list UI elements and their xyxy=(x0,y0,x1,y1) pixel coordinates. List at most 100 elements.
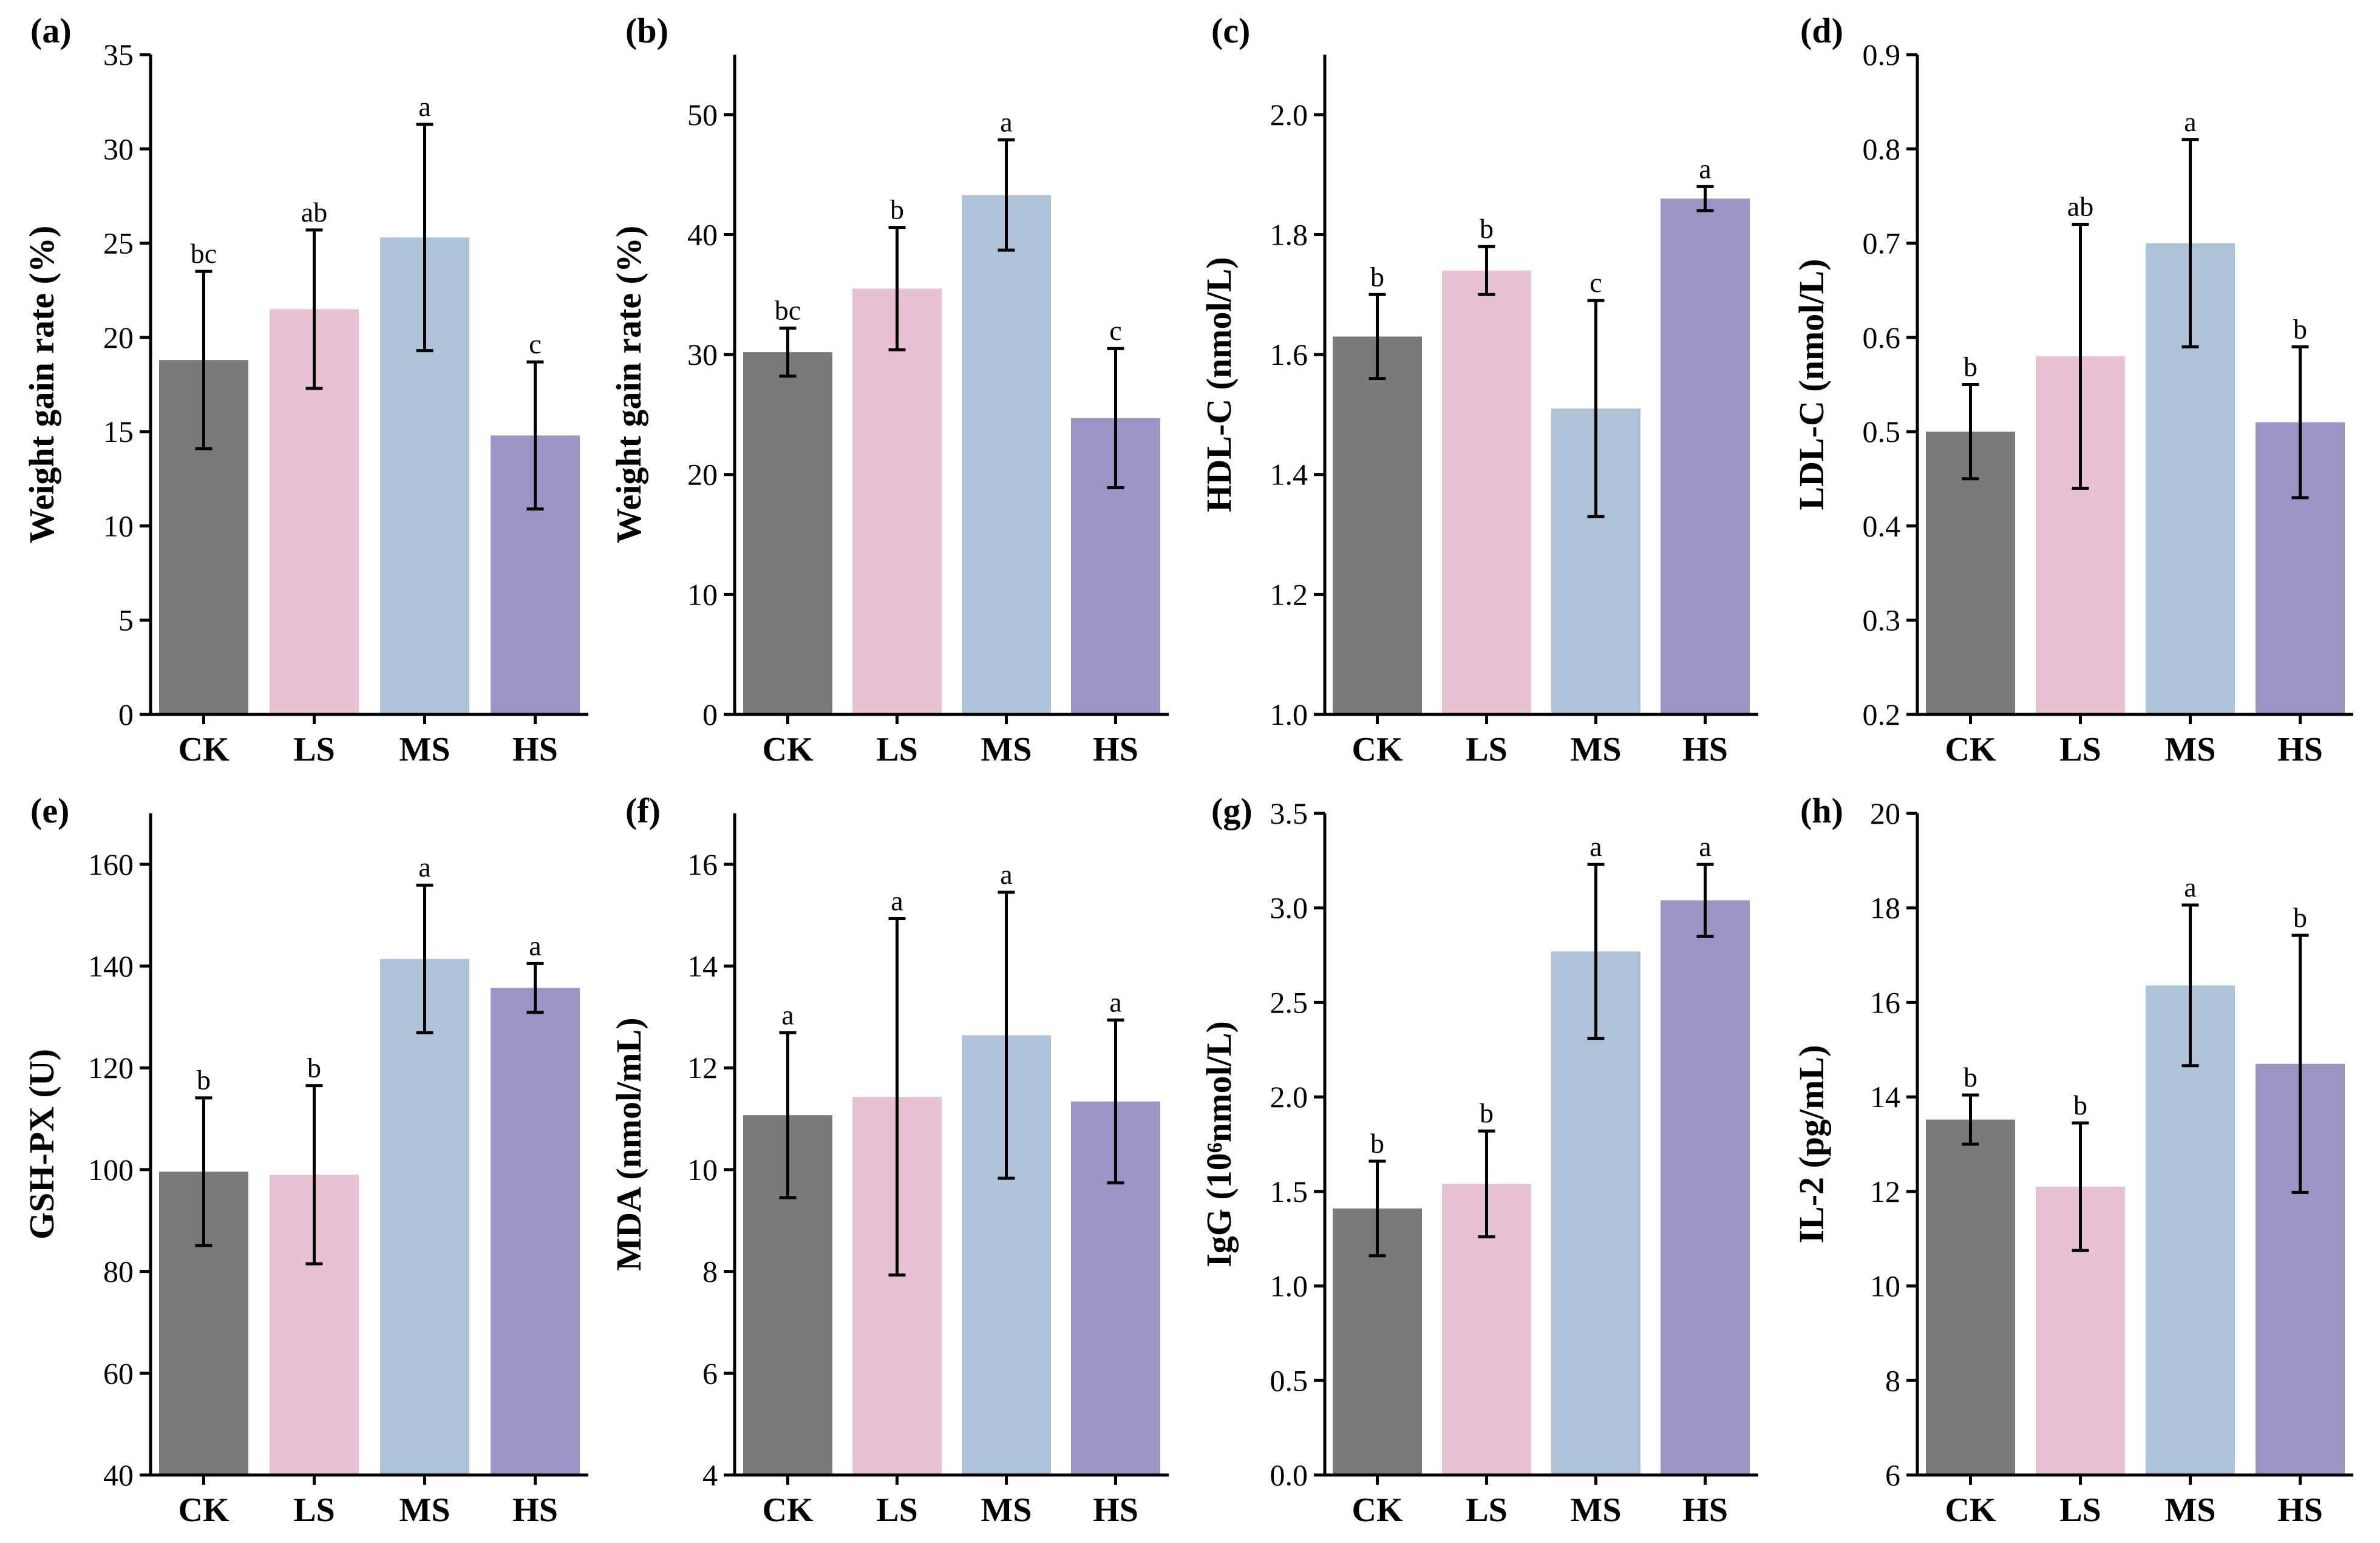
y-tick-label: 0.4 xyxy=(1863,509,1901,543)
x-tick-label: LS xyxy=(1466,1491,1508,1529)
y-tick-label: 16 xyxy=(687,847,718,881)
panel-label: (c) xyxy=(1211,11,1250,50)
y-tick-label: 0.2 xyxy=(1863,697,1901,731)
y-tick-label: 14 xyxy=(1870,1080,1900,1114)
chart-panel-c: b b c a 1.0 1.2 1.4 1.6 1.8 2.0 CK LS MS HS HDL-C (nmo… xyxy=(1199,11,1758,768)
x-tick-label: CK xyxy=(1945,1491,1996,1529)
error-bar-ls xyxy=(888,226,906,351)
x-tick-label: MS xyxy=(2165,731,2216,768)
y-tick-label: 12 xyxy=(1870,1175,1900,1209)
significance-label: a xyxy=(891,886,903,917)
y-tick-label: 3.5 xyxy=(1270,796,1308,830)
y-tick-label: 20 xyxy=(687,458,718,492)
error-bar-ls xyxy=(1478,1129,1495,1239)
error-bar-ms xyxy=(416,123,433,353)
significance-label: b xyxy=(307,1053,321,1083)
error-bar-ls xyxy=(305,228,323,390)
significance-label: ab xyxy=(301,197,327,228)
significance-label: ab xyxy=(2067,191,2093,222)
y-tick-label: 2.0 xyxy=(1270,98,1308,132)
y-tick-label: 14 xyxy=(687,949,718,983)
chart-panel-f: a a a a 4 6 8 10 12 14 16 CK LS MS HS MDA (nmol/mL) (f) xyxy=(609,791,1169,1529)
significance-label: bc xyxy=(191,238,217,269)
x-tick-label: CK xyxy=(178,1491,229,1529)
significance-label: a xyxy=(529,930,541,961)
x-tick-label: HS xyxy=(512,731,558,768)
error-bar-ck xyxy=(1962,383,1979,481)
y-tick-label: 60 xyxy=(103,1356,134,1390)
y-tick-label: 10 xyxy=(1870,1269,1900,1303)
error-bar-ls xyxy=(1478,245,1495,296)
error-bar-ls xyxy=(888,917,906,1277)
panel-label: (a) xyxy=(30,11,72,50)
x-tick-label: LS xyxy=(293,731,335,768)
y-tick-label: 0.5 xyxy=(1270,1363,1308,1397)
y-tick-label: 10 xyxy=(687,577,718,611)
y-tick-label: 6 xyxy=(1885,1458,1900,1492)
significance-label: a xyxy=(1589,831,1602,862)
y-tick-label: 0.6 xyxy=(1863,320,1901,354)
y-tick-label: 1.0 xyxy=(1270,697,1308,731)
y-tick-label: 12 xyxy=(687,1051,718,1085)
panel-label: (h) xyxy=(1800,791,1843,830)
x-tick-label: LS xyxy=(2059,731,2101,768)
chart-panel-g: b b a a 0.0 0.5 1.0 1.5 2.0 2.5 3.0 3.5 CK LS MS HS IgG … xyxy=(1199,791,1758,1529)
significance-label: c xyxy=(1109,315,1121,346)
significance-label: a xyxy=(418,91,430,122)
y-tick-label: 0 xyxy=(702,697,718,731)
significance-label: a xyxy=(2184,106,2196,137)
bar-ms xyxy=(962,195,1051,714)
error-bar-ms xyxy=(416,883,433,1034)
y-tick-label: 160 xyxy=(88,847,134,881)
x-tick-label: HS xyxy=(1682,731,1728,768)
bar-ls xyxy=(852,288,942,715)
significance-label: c xyxy=(529,328,541,359)
x-tick-label: CK xyxy=(1352,731,1403,768)
error-bar-hs xyxy=(1696,185,1714,212)
y-tick-label: 2.5 xyxy=(1270,985,1308,1019)
y-tick-label: 5 xyxy=(118,603,134,637)
x-tick-label: LS xyxy=(293,1491,335,1529)
x-tick-label: MS xyxy=(399,731,450,768)
y-tick-label: 0 xyxy=(118,697,134,731)
y-tick-label: 1.5 xyxy=(1270,1175,1308,1209)
chart-panel-e: b b a a 40 60 80 100 120 140 160 CK LS MS HS GSH-PX (U)… xyxy=(22,791,588,1529)
significance-label: b xyxy=(890,194,904,225)
x-tick-label: LS xyxy=(2059,1491,2101,1529)
y-tick-label: 0.8 xyxy=(1863,132,1901,166)
significance-label: b xyxy=(2293,313,2307,344)
x-tick-label: HS xyxy=(1093,1491,1138,1529)
significance-label: a xyxy=(781,999,794,1030)
significance-label: b xyxy=(197,1065,211,1096)
panel-label: (f) xyxy=(625,791,661,830)
significance-label: b xyxy=(1963,351,1977,382)
y-tick-label: 35 xyxy=(103,38,134,72)
y-axis-label: IgG (10⁶nmol/L) xyxy=(1199,1021,1239,1267)
error-bar-ck xyxy=(1368,1159,1386,1258)
x-tick-label: MS xyxy=(2165,1491,2216,1529)
error-bar-ck xyxy=(195,270,212,450)
error-bar-hs xyxy=(1696,863,1714,938)
significance-label: a xyxy=(1000,106,1012,137)
y-tick-label: 40 xyxy=(103,1458,134,1492)
y-tick-label: 25 xyxy=(103,226,134,260)
significance-label: b xyxy=(1370,261,1384,292)
y-axis-label: MDA (nmol/mL) xyxy=(609,1017,648,1270)
error-bar-ck xyxy=(195,1096,212,1247)
error-bar-ck xyxy=(779,327,797,378)
y-tick-label: 0.7 xyxy=(1863,226,1901,260)
x-tick-label: MS xyxy=(981,731,1032,768)
y-tick-label: 1.8 xyxy=(1270,217,1308,251)
x-tick-label: MS xyxy=(1571,1491,1622,1529)
chart-panel-b: bc b a c 0 10 20 30 40 50 CK LS MS HS Weight gain rate… xyxy=(609,11,1169,768)
x-tick-label: CK xyxy=(1352,1491,1403,1529)
y-tick-label: 0.0 xyxy=(1270,1458,1308,1492)
y-tick-label: 20 xyxy=(103,320,134,354)
bar-ms xyxy=(380,958,469,1475)
bar-hs xyxy=(1661,198,1750,714)
y-axis-label: Weight gain rate (%) xyxy=(22,226,61,544)
y-axis-label: IL-2 (pg/mL) xyxy=(1792,1045,1831,1243)
y-tick-label: 15 xyxy=(103,415,134,449)
significance-label: a xyxy=(1000,859,1012,890)
